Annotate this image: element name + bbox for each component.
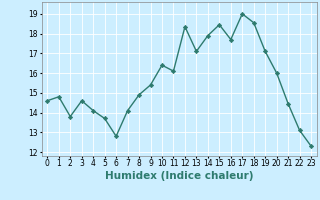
- X-axis label: Humidex (Indice chaleur): Humidex (Indice chaleur): [105, 171, 253, 181]
